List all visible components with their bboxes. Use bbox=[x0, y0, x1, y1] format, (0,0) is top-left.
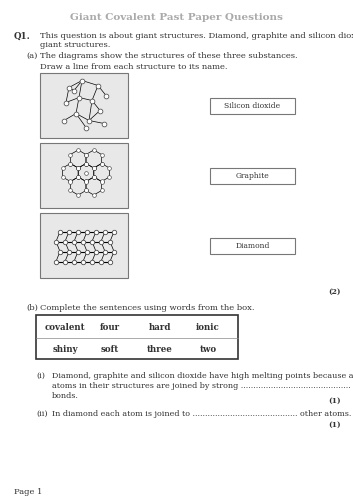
Text: soft: soft bbox=[101, 346, 119, 354]
Bar bbox=[40, 213, 128, 278]
Text: Draw a line from each structure to its name.: Draw a line from each structure to its n… bbox=[40, 63, 227, 71]
Text: (2): (2) bbox=[329, 288, 341, 296]
Text: four: four bbox=[100, 324, 120, 332]
Text: (ii): (ii) bbox=[36, 410, 48, 418]
Text: (i): (i) bbox=[36, 372, 45, 380]
Text: Silicon dioxide: Silicon dioxide bbox=[225, 102, 281, 110]
Text: Q1.: Q1. bbox=[14, 32, 31, 41]
Text: (b): (b) bbox=[26, 304, 38, 312]
Text: (a): (a) bbox=[26, 52, 37, 60]
Text: Graphite: Graphite bbox=[235, 172, 269, 179]
Text: Complete the sentences using words from the box.: Complete the sentences using words from … bbox=[40, 304, 255, 312]
Bar bbox=[210, 98, 295, 114]
Text: (1): (1) bbox=[328, 397, 341, 405]
Text: three: three bbox=[147, 346, 173, 354]
Bar bbox=[36, 315, 238, 359]
Bar bbox=[40, 73, 128, 138]
Text: shiny: shiny bbox=[52, 346, 78, 354]
Text: This question is about giant structures. Diamond, graphite and silicon dioxide a: This question is about giant structures.… bbox=[40, 32, 353, 49]
Text: bonds.: bonds. bbox=[52, 392, 79, 400]
Text: hard: hard bbox=[149, 324, 171, 332]
Text: Diamond: Diamond bbox=[235, 242, 270, 250]
Text: Giant Covalent Past Paper Questions: Giant Covalent Past Paper Questions bbox=[70, 13, 283, 22]
Text: two: two bbox=[199, 346, 216, 354]
Bar bbox=[40, 143, 128, 208]
Text: Diamond, graphite and silicon dioxide have high melting points because all the: Diamond, graphite and silicon dioxide ha… bbox=[52, 372, 353, 380]
Text: The diagrams show the structures of these three substances.: The diagrams show the structures of thes… bbox=[40, 52, 298, 60]
Text: In diamond each atom is joined to .......................................... oth: In diamond each atom is joined to ......… bbox=[52, 410, 351, 418]
Bar bbox=[210, 168, 295, 184]
Text: Page 1: Page 1 bbox=[14, 488, 42, 496]
Text: atoms in their structures are joined by strong .................................: atoms in their structures are joined by … bbox=[52, 382, 351, 390]
Text: ionic: ionic bbox=[196, 324, 220, 332]
Bar bbox=[210, 238, 295, 254]
Text: (1): (1) bbox=[328, 421, 341, 429]
Text: covalent: covalent bbox=[45, 324, 85, 332]
